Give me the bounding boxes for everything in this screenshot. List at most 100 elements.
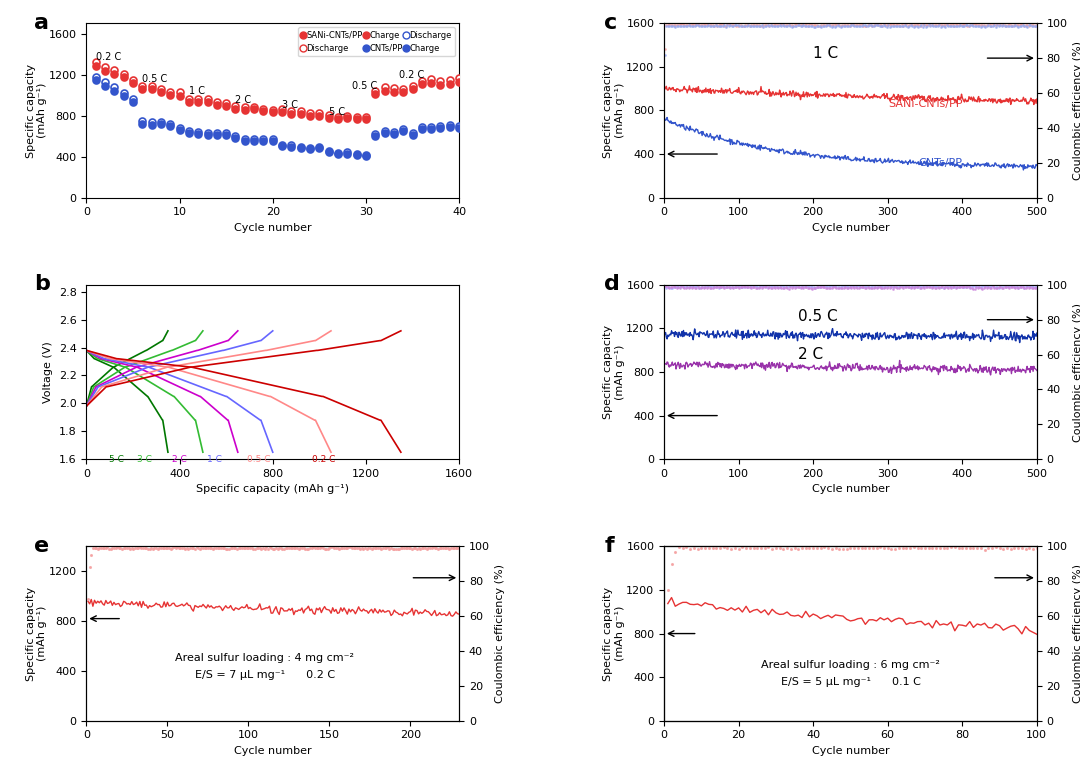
Point (106, 542, 123, 555)
Point (728, 281, 745, 294)
Point (759, 19, 777, 32)
Point (1013, 19, 1030, 32)
Point (747, 281, 765, 294)
Point (968, 19, 985, 31)
Point (845, 280, 862, 292)
Point (384, 543, 402, 556)
Point (980, 280, 997, 292)
Point (743, 281, 760, 294)
Point (831, 281, 848, 293)
Point (806, 281, 823, 293)
Point (204, 542, 221, 555)
Point (800, 542, 818, 554)
Point (677, 282, 694, 294)
Point (216, 542, 233, 554)
Point (889, 281, 906, 294)
Point (941, 281, 958, 293)
Point (931, 281, 948, 294)
Point (294, 542, 311, 554)
Point (834, 281, 851, 294)
Point (719, 19, 737, 31)
Point (161, 542, 178, 554)
Point (806, 19, 823, 31)
Point (659, 19, 676, 31)
Point (710, 19, 727, 32)
Point (936, 19, 954, 31)
Point (819, 282, 836, 294)
Point (937, 281, 955, 293)
Point (686, 19, 703, 32)
Point (950, 281, 968, 294)
Point (350, 542, 367, 554)
Point (677, 19, 694, 32)
Point (669, 280, 686, 292)
Point (931, 542, 948, 554)
Point (784, 280, 801, 292)
Point (329, 542, 347, 555)
Point (861, 281, 878, 293)
Point (353, 542, 370, 554)
Point (1018, 281, 1036, 293)
Point (916, 280, 933, 292)
Point (673, 280, 690, 292)
Point (932, 19, 949, 31)
Point (862, 282, 879, 294)
Point (800, 281, 818, 293)
Point (939, 542, 956, 554)
Point (893, 279, 910, 291)
Point (171, 542, 188, 555)
Point (701, 281, 718, 294)
Point (1005, 281, 1023, 294)
Text: b: b (35, 274, 50, 294)
Point (730, 542, 747, 555)
Point (913, 281, 930, 294)
Point (720, 20, 738, 33)
Point (791, 281, 808, 293)
Point (901, 20, 918, 33)
Point (999, 19, 1016, 31)
Point (988, 19, 1005, 31)
Point (404, 542, 421, 555)
Point (825, 280, 842, 292)
Point (1025, 281, 1042, 294)
Point (919, 20, 936, 33)
Point (947, 281, 964, 294)
Y-axis label: Coulombic efficiency (%): Coulombic efficiency (%) (1074, 41, 1080, 180)
Point (726, 542, 743, 554)
Point (944, 281, 961, 294)
Point (135, 542, 152, 555)
Point (673, 20, 690, 33)
Point (780, 19, 797, 32)
Point (756, 281, 773, 293)
Point (657, 280, 674, 292)
Point (226, 542, 243, 554)
Point (940, 280, 957, 292)
Point (873, 281, 890, 293)
Point (856, 281, 874, 294)
Point (959, 19, 976, 32)
Point (818, 19, 835, 31)
Point (167, 542, 185, 555)
Point (712, 281, 729, 293)
Point (829, 279, 847, 291)
Point (906, 19, 923, 31)
Point (771, 19, 788, 32)
Point (909, 281, 927, 293)
Point (869, 281, 887, 293)
Point (133, 542, 150, 554)
Point (842, 280, 860, 292)
Point (732, 281, 750, 294)
Point (743, 280, 760, 292)
Point (957, 19, 974, 32)
Point (740, 279, 757, 291)
Point (110, 542, 127, 555)
Point (914, 21, 931, 33)
Point (780, 280, 797, 292)
Point (916, 19, 933, 31)
Point (914, 281, 931, 293)
Point (1020, 282, 1037, 294)
Point (810, 281, 827, 293)
Point (685, 20, 702, 33)
Point (865, 281, 882, 294)
Point (892, 281, 909, 293)
